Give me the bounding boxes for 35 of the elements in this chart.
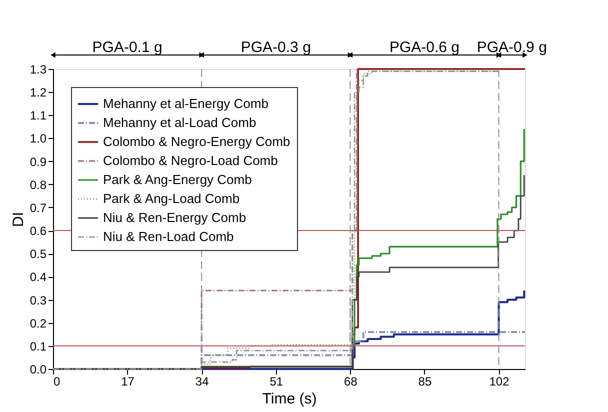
y-tick-label: 0.4	[30, 270, 47, 284]
y-axis-title: DI	[10, 212, 27, 227]
y-tick-label: 0.9	[30, 154, 47, 169]
text: PGA-0.1 g	[92, 39, 162, 56]
y-tick-label: 1.1	[30, 108, 47, 123]
y-tick-label: 0.7	[30, 200, 47, 215]
y-tick-label: 1.0	[30, 132, 47, 146]
y-tick-label: 0.0	[30, 362, 47, 376]
y-tick-label: 0.3	[30, 293, 47, 308]
text: PGA-0.6 g	[389, 39, 460, 56]
x-tick-label: 68	[344, 374, 358, 388]
y-tick-label: 0.8	[30, 178, 47, 192]
text: PGA-0.3 g	[240, 39, 311, 56]
legend-label: Park & Ang-Energy Comb	[103, 172, 252, 187]
x-tick-label: 102	[489, 374, 510, 388]
y-tick-label: 0.5	[30, 247, 47, 262]
y-tick-label: 0.2	[30, 316, 47, 330]
text: PGA-0.9 g	[476, 39, 547, 56]
legend-label: Mehanny et al-Energy Comb	[103, 96, 268, 111]
legend-label: Park & Ang-Load Comb	[103, 191, 240, 206]
legend-label: Colombo & Negro-Load Comb	[103, 153, 278, 168]
x-tick-label: 85	[418, 374, 432, 388]
legend-label: Colombo & Negro-Energy Comb	[103, 134, 290, 149]
x-tick-label: 34	[195, 374, 210, 388]
x-tick-label: 17	[121, 374, 135, 388]
x-tick-label: 51	[270, 374, 284, 388]
legend-label: Niu & Ren-Energy Comb	[103, 210, 246, 225]
x-axis-title: Time (s)	[262, 390, 317, 408]
y-tick-label: 0.6	[30, 224, 47, 238]
y-tick-label: 1.3	[30, 62, 47, 76]
y-tick-label: 0.1	[30, 339, 47, 354]
legend-label: Niu & Ren-Load Comb	[103, 229, 234, 244]
x-tick-label: 0	[54, 374, 60, 388]
y-tick-label: 1.2	[30, 86, 47, 100]
legend-label: Mehanny et al-Load Comb	[103, 115, 256, 130]
